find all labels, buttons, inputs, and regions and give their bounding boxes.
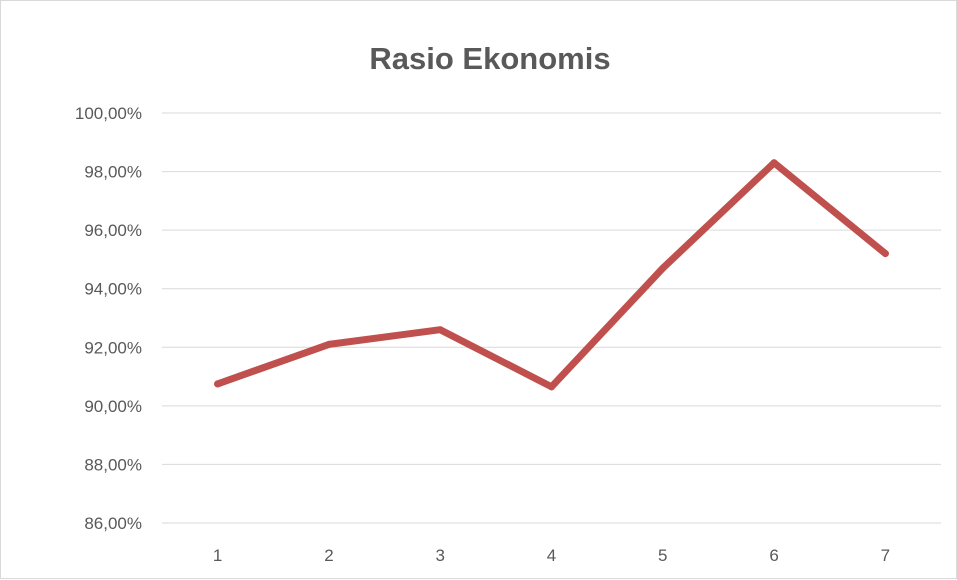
data-point-2	[325, 341, 332, 348]
data-point-6	[771, 159, 778, 166]
y-tick-label: 92,00%	[84, 338, 142, 357]
y-tick-label: 88,00%	[84, 455, 142, 474]
chart-title: Rasio Ekonomis	[369, 41, 610, 76]
x-axis-tick-labels: 1 2 3 4 5 6 7	[213, 546, 890, 565]
data-point-4	[548, 383, 555, 390]
y-tick-label: 96,00%	[84, 221, 142, 240]
y-tick-label: 98,00%	[84, 163, 142, 182]
y-tick-label: 90,00%	[84, 397, 142, 416]
gridlines	[162, 113, 941, 523]
x-tick-label: 3	[435, 546, 444, 565]
x-tick-label: 2	[324, 546, 333, 565]
data-point-1	[214, 380, 221, 387]
x-tick-label: 6	[769, 546, 778, 565]
x-tick-label: 4	[547, 546, 556, 565]
y-tick-label: 86,00%	[84, 514, 142, 533]
series-line-0	[218, 163, 886, 387]
data-point-3	[437, 326, 444, 333]
y-tick-label: 94,00%	[84, 280, 142, 299]
series-layer	[214, 159, 889, 390]
data-point-7	[882, 250, 889, 257]
x-tick-label: 5	[658, 546, 667, 565]
y-axis-tick-labels: 86,00% 88,00% 90,00% 92,00% 94,00% 96,00% 98,0…	[75, 104, 142, 533]
x-tick-label: 7	[881, 546, 890, 565]
data-point-5	[659, 265, 666, 272]
x-tick-label: 1	[213, 546, 222, 565]
y-tick-label: 100,00%	[75, 104, 142, 123]
